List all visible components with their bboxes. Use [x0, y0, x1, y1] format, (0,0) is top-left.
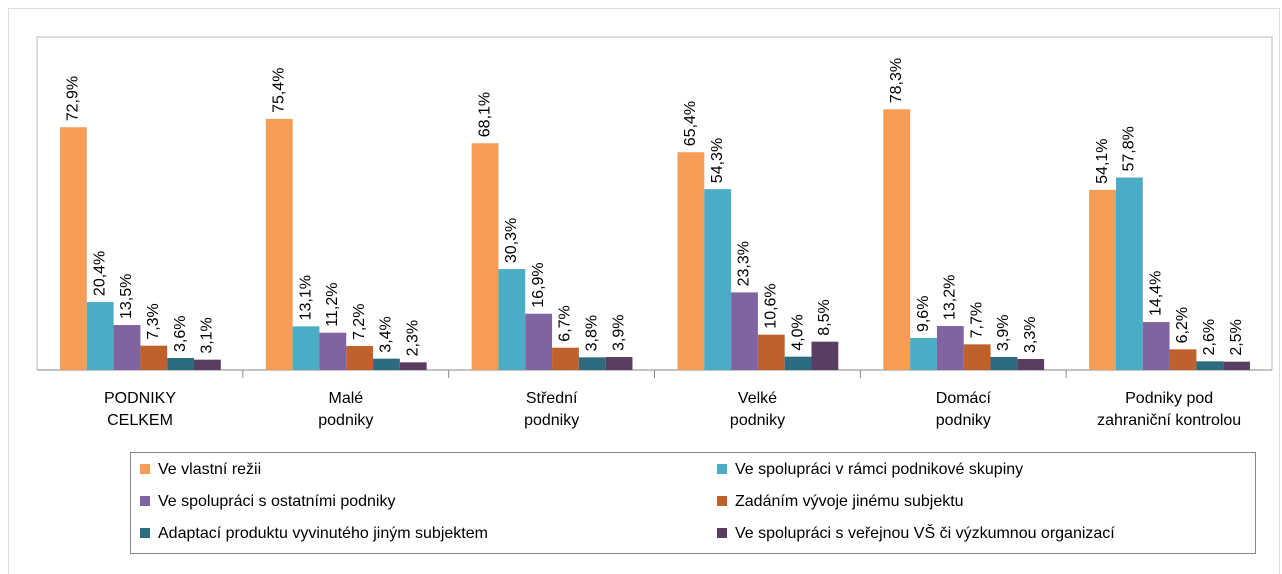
legend-swatch — [717, 496, 727, 506]
plot-frame — [36, 36, 1273, 370]
bar — [1115, 177, 1143, 370]
bar — [373, 358, 400, 370]
value-label: 10,6% — [763, 283, 780, 328]
bar — [910, 338, 937, 370]
bar — [498, 269, 526, 370]
bar — [1089, 189, 1116, 370]
value-label: 65,4% — [682, 101, 699, 146]
value-label: 8,5% — [816, 299, 833, 335]
value-label: 54,3% — [709, 138, 726, 183]
legend-label: Ve spolupráci s veřejnou VŠ či výzkumnou… — [735, 523, 1115, 542]
value-label: 11,2% — [324, 283, 341, 327]
value-label: 7,7% — [968, 302, 985, 338]
bar — [963, 344, 991, 370]
x-tick-label: Malé podniky — [318, 390, 374, 429]
bar — [731, 292, 758, 370]
value-label: 13,5% — [118, 274, 135, 319]
bar — [1017, 359, 1045, 370]
value-label: 3,4% — [378, 316, 395, 352]
bar — [1142, 322, 1170, 370]
bar — [1196, 361, 1224, 370]
bar — [525, 313, 553, 370]
legend-swatch — [140, 528, 150, 538]
bar — [552, 347, 579, 370]
value-label: 23,3% — [736, 241, 753, 286]
value-label: 72,9% — [65, 76, 82, 121]
legend-label: Ve spolupráci v rámci podnikové skupiny — [735, 461, 1023, 478]
value-label: 3,6% — [172, 316, 189, 352]
bar — [704, 189, 732, 370]
value-label: 2,6% — [1201, 319, 1218, 355]
bar — [883, 109, 911, 371]
bar — [319, 332, 347, 370]
bar — [86, 302, 114, 370]
legend-swatch — [717, 528, 727, 538]
value-label: 16,9% — [530, 262, 547, 307]
bar — [194, 359, 221, 370]
value-label: 3,3% — [1022, 317, 1039, 353]
legend-swatch — [140, 464, 150, 474]
value-label: 4,0% — [789, 314, 806, 350]
bar — [60, 127, 87, 370]
value-label: 54,1% — [1094, 138, 1111, 183]
bar — [784, 356, 812, 370]
x-tick-label: Střední podniky — [524, 390, 580, 429]
bar — [936, 326, 964, 370]
bar — [605, 357, 633, 370]
legend-label: Adaptací produktu vyvinutého jiným subje… — [158, 525, 488, 542]
bar — [113, 325, 141, 370]
legend-box — [130, 452, 1256, 554]
value-label: 3,9% — [610, 315, 627, 351]
value-label: 20,4% — [91, 251, 108, 296]
x-tick-label: Velké podniky — [729, 390, 786, 429]
bar — [757, 334, 785, 370]
value-label: 7,2% — [351, 304, 368, 340]
bar — [1223, 361, 1250, 370]
value-label: 2,3% — [404, 320, 421, 356]
bar — [265, 118, 293, 370]
value-label: 3,9% — [995, 315, 1012, 351]
bar — [140, 345, 168, 370]
legend-label: Ve spolupráci s ostatními podniky — [158, 493, 395, 510]
value-label: 78,3% — [888, 58, 905, 103]
value-label: 9,6% — [915, 296, 932, 332]
legend-swatch — [140, 496, 150, 506]
value-label: 6,2% — [1174, 307, 1191, 343]
bar — [990, 357, 1018, 370]
legend-swatch — [717, 464, 727, 474]
value-label: 75,4% — [270, 68, 287, 113]
bar — [471, 143, 499, 370]
bar — [1169, 349, 1197, 370]
legend-label: Zadáním vývoje jinému subjektu — [735, 493, 964, 510]
bar — [167, 358, 194, 370]
bar — [811, 341, 839, 370]
x-tick-label: Podniky pod zahraniční kontrolou — [1097, 390, 1242, 429]
outer-frame — [8, 8, 1280, 574]
value-label: 2,5% — [1228, 319, 1245, 355]
legend-label: Ve vlastní režii — [158, 461, 261, 478]
bar — [346, 346, 374, 370]
bar — [292, 326, 320, 370]
x-tick-label: PODNIKY CELKEM — [103, 390, 176, 429]
value-label: 7,3% — [145, 303, 162, 339]
bar — [578, 357, 606, 370]
value-label: 68,1% — [476, 92, 493, 137]
x-tick-label: Domácí podniky — [935, 390, 991, 429]
bar — [677, 152, 705, 370]
value-label: 30,3% — [503, 218, 520, 263]
value-label: 13,2% — [942, 275, 959, 320]
bar — [399, 362, 427, 370]
value-label: 14,4% — [1147, 271, 1164, 316]
value-label: 3,8% — [583, 315, 600, 351]
value-label: 6,7% — [557, 305, 574, 341]
value-label: 57,8% — [1121, 126, 1138, 171]
value-label: 3,1% — [199, 317, 216, 353]
value-label: 13,1% — [297, 275, 314, 320]
